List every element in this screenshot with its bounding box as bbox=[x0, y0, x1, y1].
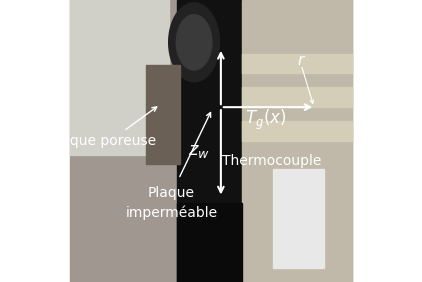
Bar bbox=[242, 87, 352, 107]
Polygon shape bbox=[169, 3, 219, 82]
Bar bbox=[146, 65, 180, 164]
Text: Plaque
imperméable: Plaque imperméable bbox=[125, 186, 218, 220]
Polygon shape bbox=[176, 15, 212, 70]
Text: $z_w$: $z_w$ bbox=[188, 142, 210, 160]
Bar bbox=[242, 121, 352, 141]
Text: $r$: $r$ bbox=[297, 53, 306, 68]
Bar bbox=[177, 0, 242, 282]
Bar bbox=[70, 0, 169, 155]
Text: $T_g(x)$: $T_g(x)$ bbox=[245, 108, 287, 132]
Bar bbox=[177, 203, 242, 282]
Text: Plaque poreuse: Plaque poreuse bbox=[49, 134, 156, 148]
Bar bbox=[242, 54, 352, 73]
Text: Thermocouple: Thermocouple bbox=[222, 154, 321, 168]
Bar bbox=[273, 169, 324, 268]
Bar bbox=[242, 0, 352, 282]
